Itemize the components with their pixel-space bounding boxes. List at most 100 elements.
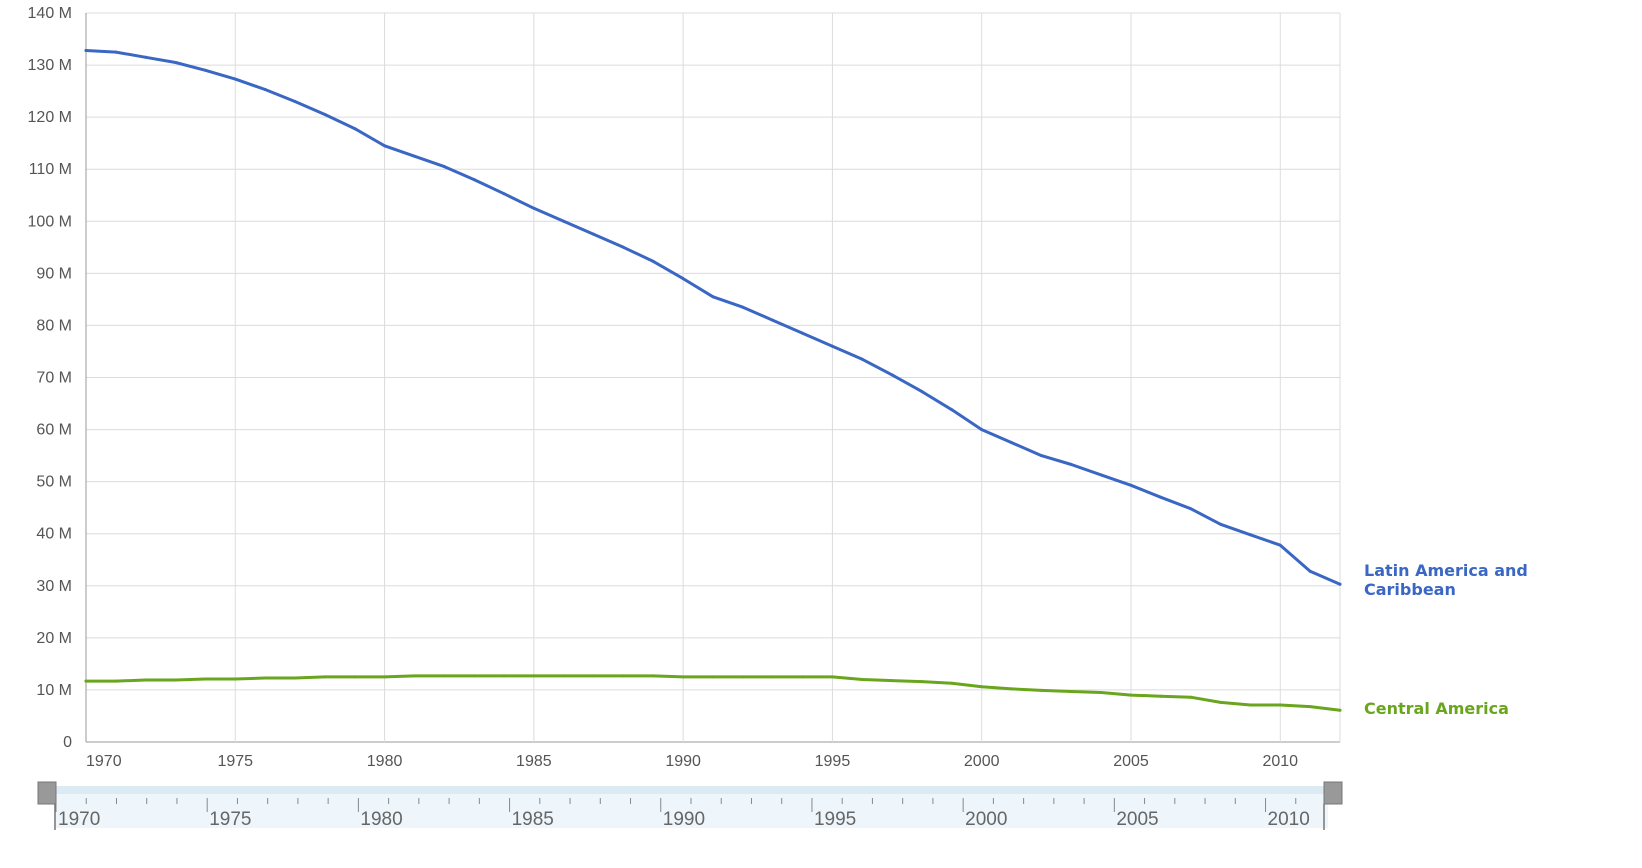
data-point[interactable]: [860, 678, 864, 681]
data-point[interactable]: [860, 357, 864, 361]
data-point[interactable]: [1099, 691, 1103, 694]
data-point[interactable]: [1308, 705, 1312, 709]
data-point[interactable]: [383, 675, 387, 679]
data-point[interactable]: [651, 259, 655, 263]
data-point[interactable]: [920, 390, 924, 394]
data-point[interactable]: [353, 675, 357, 679]
x-tick-label: 1980: [367, 753, 403, 770]
data-point[interactable]: [1338, 708, 1342, 712]
data-point[interactable]: [950, 681, 954, 685]
data-point[interactable]: [771, 675, 775, 679]
data-point[interactable]: [383, 144, 387, 148]
series-line-0[interactable]: [84, 49, 1342, 586]
data-point[interactable]: [562, 219, 566, 223]
data-point[interactable]: [532, 674, 536, 678]
data-point[interactable]: [1159, 694, 1163, 698]
data-point[interactable]: [562, 674, 566, 678]
data-point[interactable]: [980, 428, 984, 432]
data-point[interactable]: [114, 50, 118, 54]
data-point[interactable]: [1248, 533, 1252, 537]
data-point[interactable]: [1129, 483, 1133, 487]
slider-bar[interactable]: [54, 786, 1328, 794]
data-point[interactable]: [1159, 495, 1163, 499]
data-point[interactable]: [203, 677, 207, 681]
y-tick-label: 0: [63, 734, 72, 751]
data-point[interactable]: [412, 674, 416, 678]
data-point[interactable]: [114, 679, 118, 683]
data-point[interactable]: [1338, 582, 1342, 586]
data-point[interactable]: [84, 679, 88, 683]
data-point[interactable]: [203, 68, 207, 72]
data-point[interactable]: [890, 679, 894, 683]
data-point[interactable]: [353, 127, 357, 131]
data-point[interactable]: [950, 408, 954, 412]
data-point[interactable]: [592, 674, 596, 678]
data-point[interactable]: [681, 277, 685, 281]
data-point[interactable]: [293, 676, 297, 680]
data-point[interactable]: [502, 674, 506, 678]
data-point[interactable]: [323, 113, 327, 116]
data-point[interactable]: [1278, 543, 1282, 547]
data-point[interactable]: [1039, 688, 1043, 692]
data-point[interactable]: [412, 154, 416, 158]
data-point[interactable]: [1099, 473, 1103, 477]
data-point[interactable]: [1308, 569, 1312, 573]
data-point[interactable]: [144, 678, 148, 682]
data-point[interactable]: [830, 675, 834, 679]
data-point[interactable]: [771, 318, 775, 322]
y-tick-label: 90 M: [36, 265, 72, 282]
data-point[interactable]: [830, 344, 834, 348]
data-point[interactable]: [741, 305, 745, 309]
series-line-1[interactable]: [84, 674, 1342, 712]
data-point[interactable]: [442, 165, 446, 169]
data-point[interactable]: [980, 685, 984, 689]
data-point[interactable]: [1189, 507, 1193, 511]
data-point[interactable]: [472, 178, 476, 182]
data-point[interactable]: [532, 206, 536, 210]
data-point[interactable]: [651, 674, 655, 678]
data-point[interactable]: [1010, 441, 1014, 445]
y-tick-label: 10 M: [36, 682, 72, 699]
data-point[interactable]: [1129, 693, 1133, 697]
data-point[interactable]: [1069, 690, 1073, 693]
data-point[interactable]: [84, 49, 88, 52]
slider-tick-label: 2000: [965, 809, 1007, 830]
data-point[interactable]: [621, 245, 625, 249]
y-tick-label: 140 M: [28, 5, 72, 22]
data-point[interactable]: [890, 373, 894, 377]
data-point[interactable]: [711, 295, 715, 299]
data-point[interactable]: [621, 674, 625, 678]
data-point[interactable]: [263, 88, 267, 91]
data-point[interactable]: [293, 100, 297, 103]
data-point[interactable]: [1248, 703, 1252, 707]
slider-handle-right[interactable]: [1323, 781, 1343, 805]
data-point[interactable]: [801, 675, 805, 679]
data-point[interactable]: [174, 678, 178, 682]
data-point[interactable]: [1219, 700, 1223, 704]
data-point[interactable]: [1010, 687, 1014, 691]
data-point[interactable]: [1039, 454, 1043, 458]
data-point[interactable]: [741, 675, 745, 679]
y-tick-label: 120 M: [28, 109, 72, 126]
slider-handle-left[interactable]: [37, 781, 57, 805]
data-point[interactable]: [472, 674, 476, 678]
data-point[interactable]: [1278, 703, 1282, 707]
data-point[interactable]: [1219, 522, 1223, 526]
data-point[interactable]: [233, 77, 237, 81]
range-slider[interactable]: 1970 1975 1980 1985 1990 1995 2000 2005 2010: [37, 781, 1343, 830]
data-point[interactable]: [144, 55, 148, 59]
data-point[interactable]: [233, 677, 237, 681]
data-point[interactable]: [502, 192, 506, 196]
data-point[interactable]: [920, 680, 924, 684]
data-point[interactable]: [323, 675, 327, 679]
data-point[interactable]: [592, 232, 596, 236]
data-point[interactable]: [174, 61, 178, 64]
data-point[interactable]: [681, 675, 685, 679]
data-point[interactable]: [1069, 463, 1073, 466]
data-point[interactable]: [263, 676, 267, 680]
data-point[interactable]: [1189, 695, 1193, 699]
data-point[interactable]: [442, 674, 446, 678]
slider-tick-label: 1990: [663, 809, 705, 830]
data-point[interactable]: [711, 675, 715, 679]
data-point[interactable]: [801, 331, 805, 335]
